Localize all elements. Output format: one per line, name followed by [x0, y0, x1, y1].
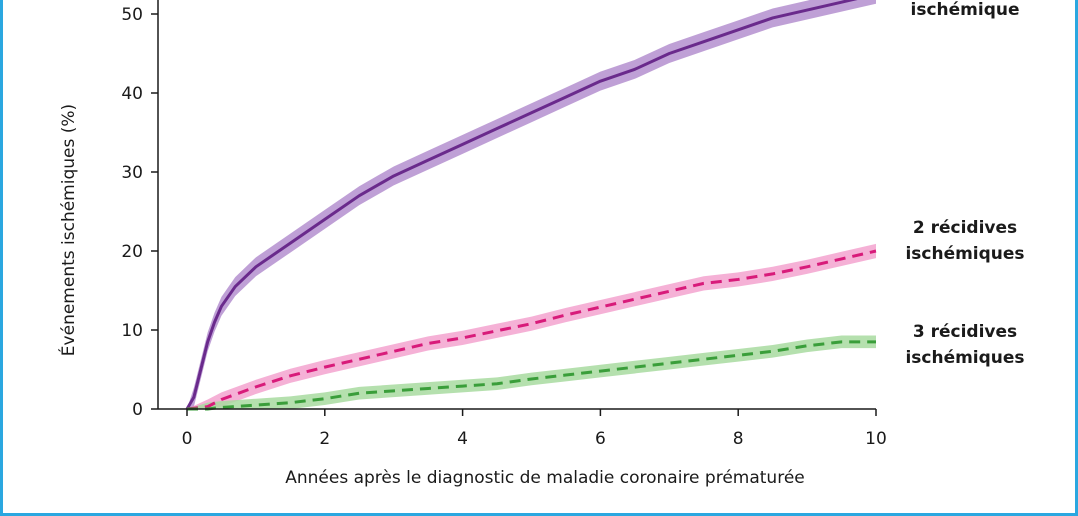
- y-ticks: 0 10 20 30 40 50: [121, 5, 158, 420]
- confidence-band-2: [187, 243, 876, 409]
- series-lines: [185, 0, 877, 411]
- series-labels: 1 récidiveischémique2 récidivesischémiqu…: [905, 0, 1024, 368]
- axes: [157, 0, 876, 410]
- confidence-bands: [187, 0, 876, 409]
- x-tick-label: 2: [319, 429, 330, 449]
- y-tick-label: 0: [132, 400, 143, 420]
- x-tick-label: 0: [182, 429, 193, 449]
- series-label-2: ischémiques: [905, 244, 1024, 264]
- y-tick-label: 50: [121, 5, 143, 25]
- x-axis-title: Années après le diagnostic de maladie co…: [285, 468, 805, 488]
- x-tick-label: 8: [733, 429, 744, 449]
- series-label-2: 2 récidives: [913, 218, 1017, 238]
- y-tick-label: 40: [121, 84, 143, 104]
- series-line-1: [185, 0, 858, 410]
- y-tick-label: 30: [121, 163, 143, 183]
- x-tick-label: 6: [595, 429, 606, 449]
- series-label-3: 3 récidives: [913, 322, 1017, 342]
- series-label-3: ischémiques: [905, 348, 1024, 368]
- series-line-2: [186, 249, 877, 411]
- y-tick-label: 10: [121, 321, 143, 341]
- confidence-band-3: [187, 335, 876, 409]
- y-tick-label: 20: [121, 242, 143, 262]
- series-label-1: ischémique: [911, 0, 1020, 20]
- x-tick-label: 10: [865, 429, 887, 449]
- y-axis-title: Événements ischémiques (%): [57, 104, 79, 356]
- x-tick-label: 4: [457, 429, 468, 449]
- series-line-3: [187, 340, 876, 411]
- x-ticks: 0 2 4 6 8 10: [182, 409, 887, 449]
